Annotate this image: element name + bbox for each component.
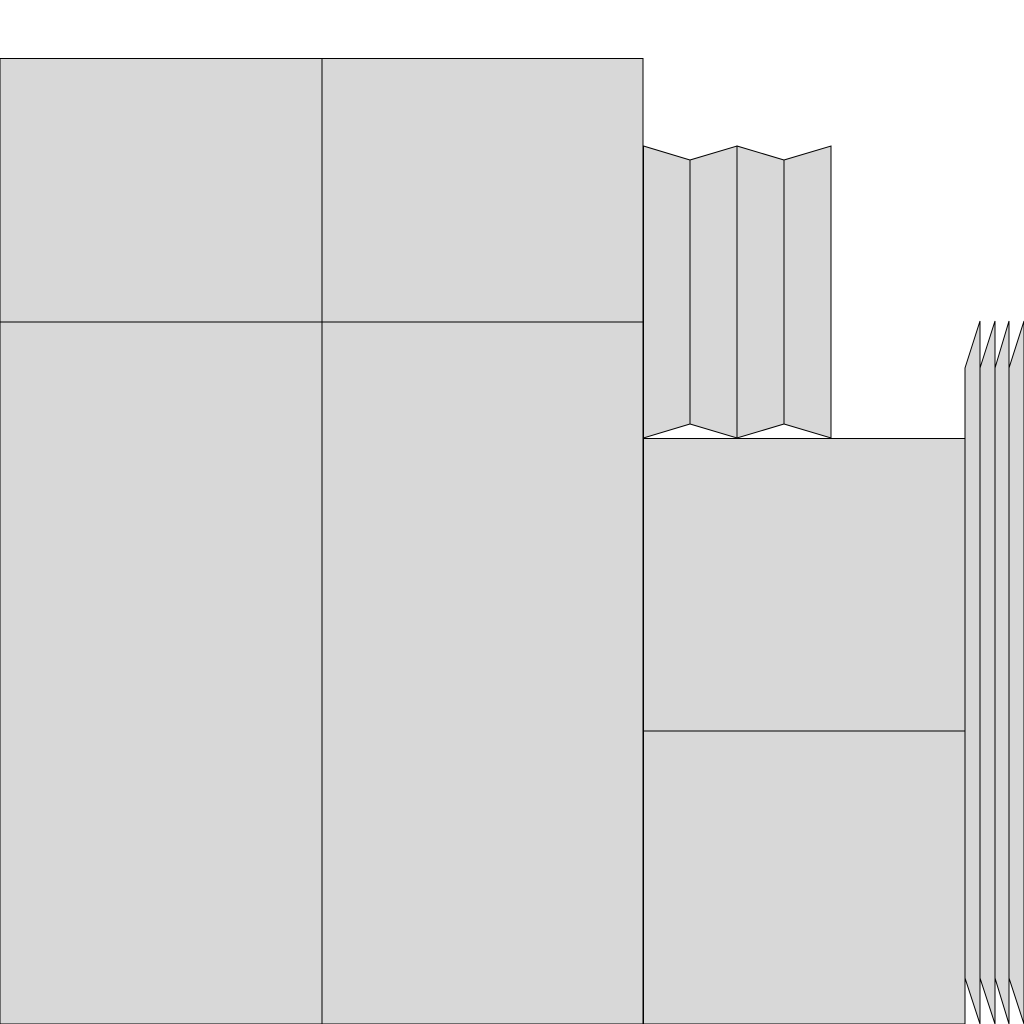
pleat-3: [736, 145, 785, 439]
sheet-bottom-right: [321, 321, 644, 1024]
edge-strip-4: [1008, 320, 1024, 1024]
edge-strip-3: [994, 320, 1010, 1024]
pleat-2: [689, 145, 738, 439]
folded-pleat-strip: [643, 145, 832, 439]
edge-strip-2: [979, 320, 996, 1024]
sheet-top-left: [0, 58, 323, 323]
flat-sheet-grid: [0, 58, 644, 1024]
sheet-bottom-left: [0, 321, 323, 1024]
sheet-top-right: [321, 58, 644, 323]
edge-strip-1: [964, 320, 981, 1024]
pleat-4: [783, 145, 832, 439]
skewed-edge-strips: [964, 320, 1024, 1024]
sheet-middle-upper: [643, 438, 966, 732]
flat-sheet-pair: [643, 438, 966, 1024]
sheet-middle-lower: [643, 730, 966, 1024]
pleat-1: [643, 145, 691, 439]
